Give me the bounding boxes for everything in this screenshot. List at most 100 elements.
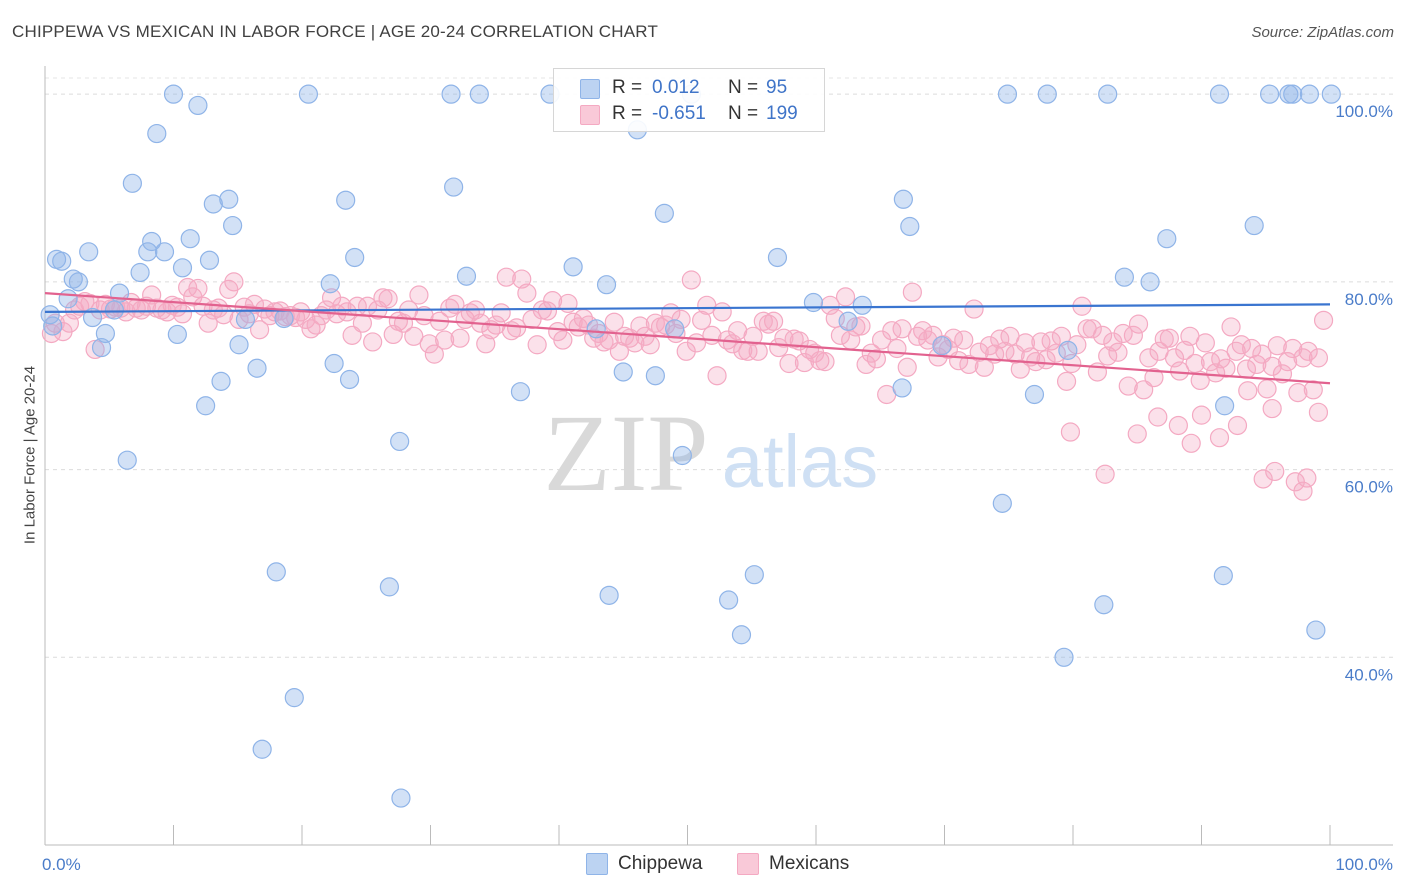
mexicans-point: [208, 298, 229, 318]
n-label: N =: [728, 77, 759, 98]
mexicans-point: [1060, 422, 1081, 442]
mexicans-point: [1216, 358, 1236, 378]
mexicans-point: [774, 328, 794, 348]
mexicans-point: [1168, 415, 1188, 436]
chippewa-point: [1244, 215, 1264, 236]
chippewa-point: [345, 247, 365, 268]
chippewa-point: [163, 84, 184, 104]
mexicans-point: [1127, 424, 1147, 444]
mexicans-point: [892, 319, 912, 339]
chippewa-point: [719, 590, 739, 610]
chippewa-point: [1058, 340, 1078, 360]
mexicans-point: [1209, 428, 1230, 448]
mexicans-point: [748, 341, 768, 361]
mexicans-point: [959, 354, 979, 375]
mexicans-point: [249, 320, 270, 340]
mexicans-swatch: [737, 853, 759, 875]
mexicans-point: [553, 330, 573, 350]
y-tick-label: 60.0%: [1345, 478, 1393, 497]
mexicans-point: [779, 353, 799, 374]
mexicans-point: [712, 302, 732, 322]
chippewa-trend-line: [44, 303, 1331, 314]
stats-legend: R = 0.012 N = 95 R = -0.651 N = 199: [553, 68, 825, 132]
series-mexicans-points: [41, 267, 1334, 501]
chippewa-point: [1260, 84, 1280, 104]
y-tick-label: 100.0%: [1335, 102, 1393, 121]
chippewa-point: [1299, 84, 1320, 104]
mexicans-point: [1313, 310, 1334, 330]
chippewa-point: [104, 300, 124, 320]
chippewa-point: [52, 251, 72, 271]
mexicans-point: [1195, 333, 1215, 353]
mexicans-point: [301, 319, 321, 339]
chippewa-point: [613, 362, 633, 382]
chippewa-point: [992, 493, 1012, 513]
mexicans-point: [1231, 335, 1251, 355]
r-value: 0.012: [652, 77, 700, 98]
mexicans-point: [1262, 356, 1282, 376]
mexicans-point: [902, 282, 922, 302]
x-tick-label: 100.0%: [1335, 855, 1393, 874]
r-value: -0.651: [652, 103, 706, 124]
chippewa-swatch: [586, 853, 608, 875]
mexicans-point: [897, 357, 917, 377]
mexicans-point: [404, 326, 424, 346]
mexicans-point: [1181, 433, 1201, 453]
chippewa-point: [154, 242, 175, 262]
chippewa-point: [1213, 566, 1233, 586]
chippewa-point: [147, 123, 167, 144]
mexicans-point: [496, 267, 516, 287]
chippewa-point: [211, 371, 231, 391]
chippewa-point: [1283, 84, 1303, 104]
mexicans-point: [1190, 370, 1210, 391]
mexicans-point: [1288, 383, 1308, 403]
chippewa-point: [654, 203, 674, 223]
chippewa-point: [803, 292, 824, 313]
mexicans-point: [440, 298, 460, 318]
chippewa-point: [1157, 229, 1177, 249]
y-tick-label: 80.0%: [1345, 290, 1393, 309]
mexicans-point: [178, 277, 198, 298]
mexicans-point: [517, 283, 537, 303]
chippewa-point: [223, 215, 243, 236]
chippewa-point: [731, 625, 752, 645]
chippewa-point: [229, 335, 249, 355]
mexicans-point: [1191, 405, 1212, 425]
mexicans-point: [450, 328, 470, 348]
chippewa-point: [196, 396, 216, 416]
mexicans-point: [363, 332, 383, 352]
mexicans-point: [887, 338, 907, 359]
mexicans-point: [1297, 468, 1317, 488]
mexicans-point: [964, 299, 984, 319]
mexicans-point: [527, 335, 547, 355]
chippewa-point: [1098, 84, 1118, 104]
mexicans-point: [435, 330, 455, 350]
mexicans-point: [1056, 371, 1077, 391]
mexicans-point: [835, 287, 856, 307]
mexicans-point: [491, 303, 511, 323]
mexicans-point: [419, 334, 439, 354]
mexicans-swatch: [580, 105, 600, 125]
mexicans-point: [969, 342, 989, 362]
mexicans-point: [1303, 380, 1323, 400]
mexicans-point: [1308, 402, 1329, 422]
chippewa-point: [441, 84, 461, 104]
mexicans-point: [753, 311, 773, 331]
chippewa-point: [82, 307, 103, 328]
mexicans-point: [1148, 407, 1168, 427]
mexicans-point: [1092, 325, 1113, 345]
mexicans-point: [866, 349, 886, 369]
chippewa-point: [219, 189, 239, 209]
chippewa-point: [266, 562, 286, 582]
mexicans-point: [1227, 415, 1248, 436]
chippewa-point: [91, 337, 112, 358]
chippewa-point: [1306, 620, 1326, 640]
chippewa-point: [138, 242, 158, 262]
legend-chippewa-label: Chippewa: [618, 853, 703, 874]
mexicans-point: [1226, 341, 1246, 361]
chippewa-point: [444, 177, 464, 197]
legend-mexicans-label: Mexicans: [769, 853, 850, 874]
mexicans-point: [1298, 341, 1318, 361]
watermark-atlas: atlas: [722, 420, 878, 503]
